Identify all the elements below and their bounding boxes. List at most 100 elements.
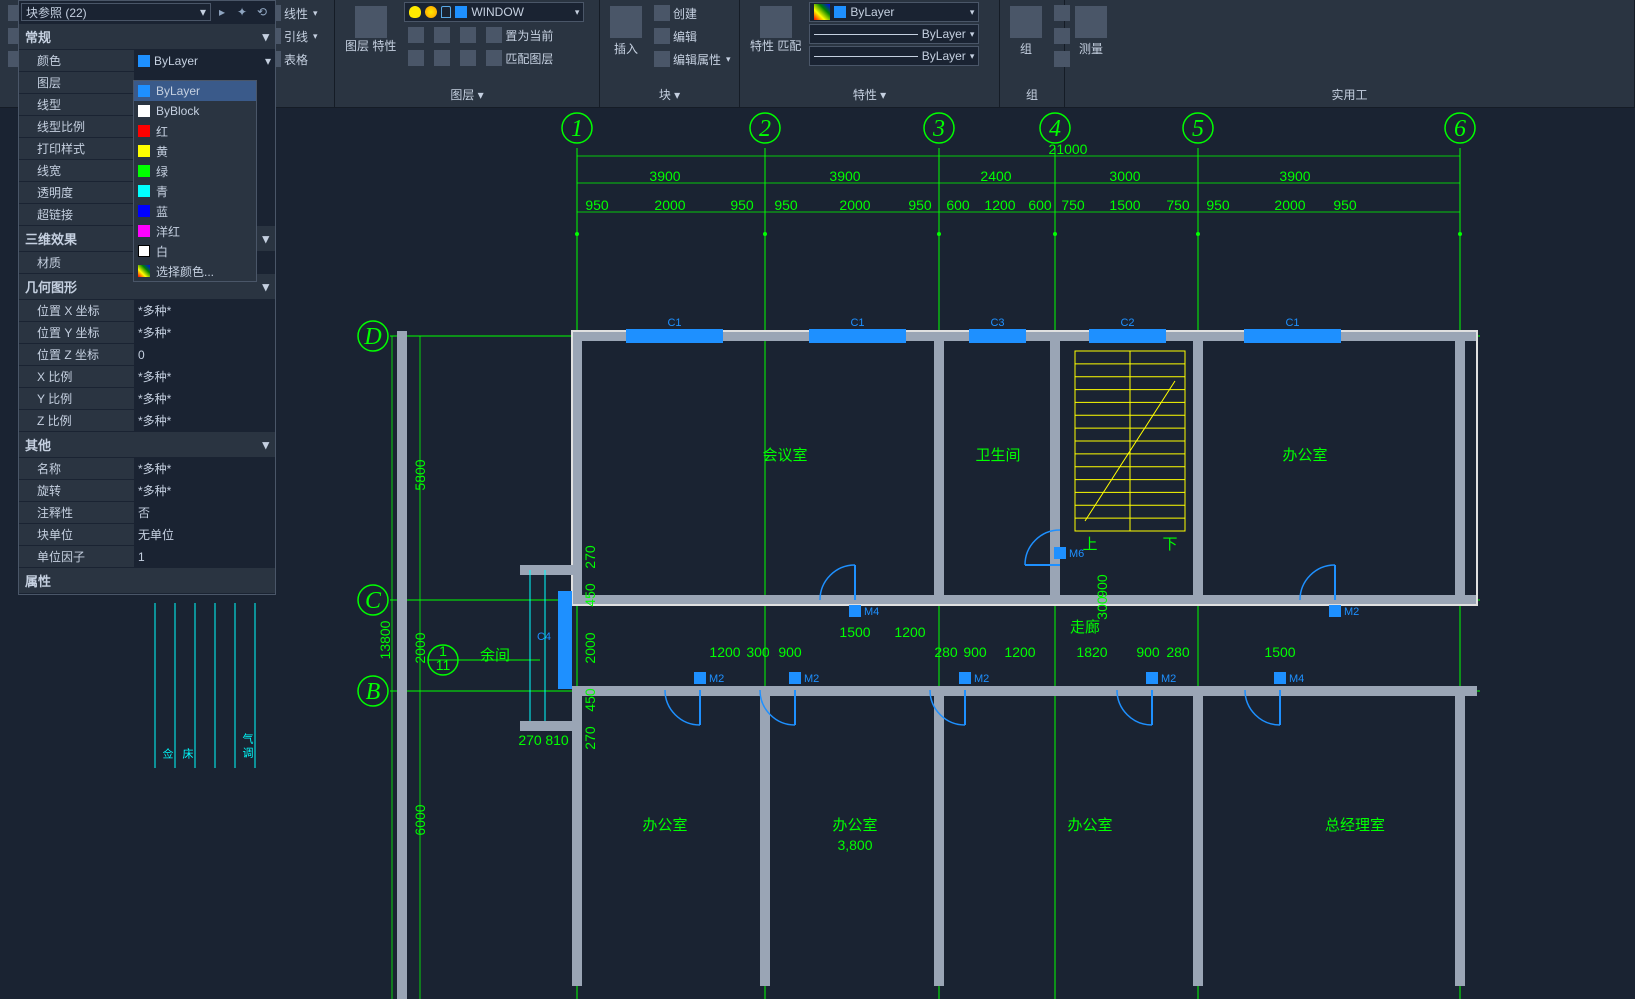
svg-text:1200: 1200	[984, 197, 1015, 213]
match-layer-button[interactable]: 匹配图层	[482, 47, 557, 69]
color-magenta-label: 洋红	[156, 223, 180, 240]
svg-text:270: 270	[582, 726, 598, 750]
color-bylayer[interactable]: ByLayer	[134, 81, 256, 101]
layer-tool1[interactable]	[404, 24, 428, 46]
prop-tool3[interactable]: ⟲	[253, 3, 271, 21]
svg-text:C2: C2	[1120, 317, 1134, 329]
insert-button[interactable]: 插入	[604, 2, 648, 61]
color-select[interactable]: 选择颜色...	[134, 261, 256, 281]
section-attr[interactable]: 属性	[19, 567, 275, 594]
bulb-icon	[409, 6, 421, 18]
lweight-dropdown[interactable]: ByLayer ▾	[809, 46, 979, 66]
key-material: 材质	[19, 254, 134, 271]
svg-text:M4: M4	[1289, 673, 1304, 685]
svg-text:床: 床	[181, 747, 194, 760]
svg-text:C3: C3	[990, 317, 1004, 329]
svg-text:1500: 1500	[1109, 197, 1140, 213]
setcurrent-label: 置为当前	[505, 27, 553, 44]
row-sy: Y 比例*多种*	[19, 387, 275, 409]
val-posz[interactable]: 0	[134, 344, 275, 365]
val-sz[interactable]: *多种*	[134, 410, 275, 431]
color-red[interactable]: 红	[134, 121, 256, 141]
ltype-dropdown[interactable]: ByLayer ▾	[809, 24, 979, 44]
val-posy[interactable]: *多种*	[134, 322, 275, 343]
prop-tool1[interactable]: ▸	[213, 3, 231, 21]
svg-text:750: 750	[1061, 197, 1085, 213]
svg-text:1500: 1500	[839, 624, 870, 640]
chevron-icon: ▾	[262, 437, 269, 453]
prop-tools: ▸ ✦ ⟲	[211, 3, 273, 21]
measure-button[interactable]: 测量	[1069, 2, 1113, 61]
val-posx[interactable]: *多种*	[134, 300, 275, 321]
svg-text:3: 3	[932, 116, 945, 142]
edit-block-button[interactable]: 编辑	[650, 25, 735, 47]
svg-text:950: 950	[585, 197, 609, 213]
svg-text:6: 6	[1454, 116, 1466, 142]
color-yellow[interactable]: 黄	[134, 141, 256, 161]
val-sy[interactable]: *多种*	[134, 388, 275, 409]
svg-text:2000: 2000	[654, 197, 685, 213]
key-posy: 位置 Y 坐标	[19, 324, 134, 341]
svg-text:280: 280	[1166, 644, 1190, 660]
layer-tool3[interactable]	[430, 24, 454, 46]
layer-dropdown[interactable]: WINDOW ▾	[404, 2, 584, 22]
layer-props-button[interactable]: 图层 特性	[339, 2, 402, 57]
color-white-label: 白	[156, 243, 168, 260]
match-props-button[interactable]: 特性 匹配	[744, 2, 807, 57]
color-cyan-label: 青	[156, 183, 168, 200]
row-posy: 位置 Y 坐标*多种*	[19, 321, 275, 343]
color-magenta[interactable]: 洋红	[134, 221, 256, 241]
panel-layer-label: 图层 ▾	[339, 84, 595, 105]
color-dropdown[interactable]: ByLayer ▾	[809, 2, 979, 22]
key-ltype: 线型	[19, 96, 134, 113]
create-block-button[interactable]: 创建	[650, 2, 735, 24]
key-pstyle: 打印样式	[19, 140, 134, 157]
svg-text:270: 270	[518, 732, 542, 748]
group-button[interactable]: 组	[1004, 2, 1048, 61]
panel-block: 插入 创建 编辑 编辑属性 块 ▾	[600, 0, 740, 107]
chevron-down-icon: ▾	[265, 54, 271, 68]
section-threed-label: 三维效果	[25, 229, 77, 248]
svg-text:C1: C1	[1285, 317, 1299, 329]
section-general[interactable]: 常规▾	[19, 23, 275, 49]
svg-text:600: 600	[1028, 197, 1052, 213]
color-blue[interactable]: 蓝	[134, 201, 256, 221]
val-bunit[interactable]: 无单位	[134, 524, 275, 545]
line-sample	[814, 56, 917, 57]
val-ufac[interactable]: 1	[134, 546, 275, 567]
val-color[interactable]: ByLayer▾	[134, 50, 275, 71]
svg-text:950: 950	[1206, 197, 1230, 213]
selection-dropdown[interactable]: 块参照 (22) ▾	[21, 3, 211, 21]
prop-tool2[interactable]: ✦	[233, 3, 251, 21]
key-name: 名称	[19, 460, 134, 477]
panel-group-label: 组	[1004, 84, 1060, 105]
chevron-down-icon: ▾	[970, 51, 975, 62]
svg-text:走廊: 走廊	[1070, 619, 1100, 636]
key-annot: 注释性	[19, 504, 134, 521]
val-name[interactable]: *多种*	[134, 458, 275, 479]
layer-tool4[interactable]	[430, 47, 454, 69]
layer-current-name: WINDOW	[471, 5, 524, 19]
color-swatch	[138, 125, 150, 137]
color-cyan[interactable]: 青	[134, 181, 256, 201]
val-annot[interactable]: 否	[134, 502, 275, 523]
setcurrent-button[interactable]: 置为当前	[482, 24, 557, 46]
color-white[interactable]: 白	[134, 241, 256, 261]
layer-tool2[interactable]	[404, 47, 428, 69]
color-byblock-label: ByBlock	[156, 104, 199, 118]
editattr-button[interactable]: 编辑属性	[650, 48, 735, 70]
leader-label: 引线	[284, 28, 308, 45]
color-byblock[interactable]: ByBlock	[134, 101, 256, 121]
layer-props-label: 图层 特性	[345, 40, 396, 53]
svg-text:450: 450	[582, 583, 598, 607]
layer-tool5[interactable]	[456, 24, 480, 46]
color-green[interactable]: 绿	[134, 161, 256, 181]
match-props-label: 特性 匹配	[750, 40, 801, 53]
layer-tool6[interactable]	[456, 47, 480, 69]
section-other[interactable]: 其他▾	[19, 431, 275, 457]
svg-text:C4: C4	[537, 631, 551, 643]
svg-text:3900: 3900	[1279, 168, 1310, 184]
val-sx[interactable]: *多种*	[134, 366, 275, 387]
layer-color-swatch	[455, 6, 467, 18]
val-rot[interactable]: *多种*	[134, 480, 275, 501]
